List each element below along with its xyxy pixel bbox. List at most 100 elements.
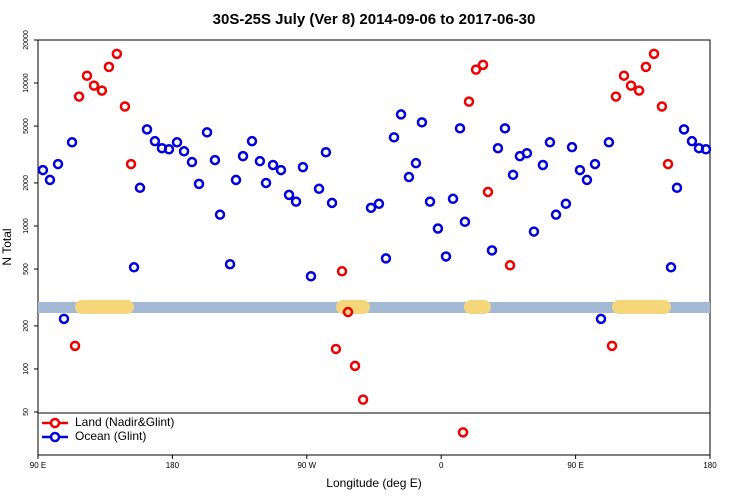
y-tick-label: 50	[23, 408, 30, 416]
y-tick-label: 20000	[23, 30, 30, 50]
point	[477, 59, 489, 71]
point	[528, 226, 540, 237]
point	[686, 135, 698, 147]
point	[457, 427, 469, 438]
x-tick-label: 90 W	[297, 461, 316, 470]
point	[662, 158, 674, 170]
point	[507, 169, 519, 181]
point	[214, 209, 226, 220]
point	[111, 48, 123, 60]
point	[603, 137, 615, 148]
point	[230, 174, 242, 186]
point	[574, 164, 586, 176]
y-tick-label: 100	[23, 363, 30, 375]
point	[640, 61, 652, 73]
chart-title: 30S-25S July (Ver 8) 2014-09-06 to 2017-…	[213, 11, 536, 28]
point	[504, 260, 516, 271]
point	[537, 159, 549, 171]
x-tick-label: 90 E	[567, 461, 583, 470]
point	[566, 141, 578, 153]
point	[52, 158, 64, 170]
point	[103, 61, 115, 73]
point	[380, 253, 392, 264]
point	[209, 154, 221, 166]
point	[163, 144, 175, 155]
point	[700, 144, 712, 155]
point	[283, 189, 295, 201]
point	[96, 85, 108, 96]
point	[44, 174, 56, 186]
point	[454, 123, 466, 134]
point	[224, 258, 236, 270]
point	[267, 159, 279, 171]
x-axis-label: Longitude (deg E)	[326, 476, 421, 490]
point	[499, 123, 511, 134]
point	[424, 196, 436, 207]
point	[403, 171, 415, 183]
ocean-strip	[38, 302, 710, 313]
x-tick-label: 180	[703, 461, 717, 470]
point	[625, 80, 637, 91]
point	[633, 85, 645, 96]
point	[342, 306, 354, 318]
point	[305, 271, 317, 282]
legend-marker	[49, 417, 61, 429]
point	[678, 124, 690, 135]
point	[349, 360, 361, 372]
point	[73, 91, 85, 102]
point	[201, 127, 213, 138]
point	[69, 340, 81, 352]
land-ocean-strip	[38, 300, 710, 314]
point	[447, 193, 459, 205]
point	[492, 142, 504, 154]
point	[482, 186, 494, 198]
point	[336, 266, 348, 277]
point	[470, 64, 482, 75]
legend-label: Ocean (Glint)	[75, 429, 146, 443]
point	[125, 158, 137, 170]
x-tick-label: 0	[439, 461, 444, 470]
point	[275, 164, 287, 176]
point	[560, 198, 572, 210]
y-tick-label: 500	[23, 263, 30, 275]
point	[618, 70, 630, 81]
y-tick-label: 200	[23, 320, 30, 332]
point	[178, 146, 190, 157]
point	[656, 101, 668, 112]
point	[37, 164, 49, 176]
point	[313, 183, 325, 195]
point	[128, 262, 140, 273]
point	[171, 137, 183, 148]
point	[254, 155, 266, 167]
point	[290, 196, 302, 207]
y-tick-label: 10000	[23, 73, 30, 93]
y-tick-label: 2000	[23, 175, 30, 191]
point	[589, 158, 601, 170]
point	[595, 313, 607, 325]
point	[260, 177, 272, 189]
y-axis-label: N Total	[0, 228, 14, 265]
x-tick-label: 180	[166, 461, 180, 470]
point	[237, 150, 249, 162]
point	[88, 80, 100, 91]
point	[186, 156, 198, 168]
point	[463, 96, 475, 107]
land-strip	[464, 300, 491, 314]
point	[521, 147, 533, 159]
plot-frame	[37, 39, 711, 456]
point	[373, 198, 385, 210]
point	[440, 251, 452, 262]
point	[149, 135, 161, 147]
point	[320, 146, 332, 158]
point	[58, 313, 70, 325]
point	[606, 340, 618, 352]
point	[330, 343, 342, 355]
point	[459, 216, 471, 228]
point	[544, 137, 556, 148]
point	[365, 202, 377, 214]
point	[610, 91, 622, 102]
point	[193, 178, 205, 190]
point	[141, 124, 153, 135]
point	[416, 117, 428, 128]
point	[486, 245, 498, 256]
